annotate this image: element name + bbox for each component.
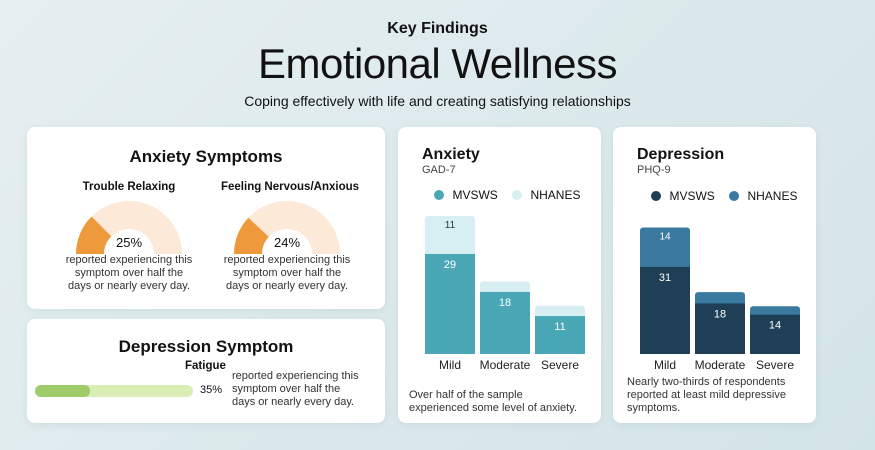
chart-note: Over half of the sample experienced some…	[409, 389, 577, 414]
legend-label: MVSWS	[669, 189, 715, 203]
gauge-trouble-relaxing	[76, 201, 182, 254]
bar-nhanes	[425, 216, 475, 258]
bar-value-label: 14	[659, 232, 671, 243]
symptom-label-fatigue: Fatigue	[185, 360, 226, 372]
depression-symptom-card: Depression Symptom Fatigue 35% reported …	[27, 319, 385, 423]
gauge-value-trouble-relaxing: 25%	[115, 235, 143, 250]
legend-item-nhanes: NHANES	[729, 187, 797, 205]
page-subtitle: Coping effectively with life and creatin…	[244, 93, 631, 109]
bar-mvsws	[640, 266, 690, 354]
symptom-label-feeling-nervous: Feeling Nervous/Anxious	[220, 181, 360, 193]
gauge-fill	[234, 217, 269, 254]
progress-fill	[35, 385, 91, 397]
chart-title: Depression	[637, 146, 725, 163]
bar-mvsws	[695, 303, 745, 354]
bar-nhanes	[640, 227, 690, 271]
kicker: Key Findings	[387, 20, 488, 37]
x-tick-label: Severe	[541, 358, 579, 372]
legend-dot	[729, 191, 739, 201]
symptom-label-trouble-relaxing: Trouble Relaxing	[82, 181, 176, 193]
chart-note: Nearly two-thirds of respondents reporte…	[627, 376, 786, 414]
legend-label: NHANES	[530, 188, 581, 202]
anxiety-bar-chart: 29 11 Mild 18 Moderate 11 Severe	[425, 216, 585, 372]
depression-symptom-title: Depression Symptom	[118, 337, 294, 356]
bar-mvsws	[750, 314, 800, 354]
bar-value-label: 18	[499, 297, 511, 309]
bar-mvsws	[535, 316, 585, 354]
bar-value-label: 31	[659, 272, 671, 284]
x-tick-label: Severe	[756, 358, 794, 372]
chart-subtitle: GAD-7	[422, 164, 456, 176]
anxiety-symptoms-title: Anxiety Symptoms	[129, 147, 283, 166]
legend-dot	[512, 190, 522, 200]
legend-item-mvsws: MVSWS	[434, 186, 498, 204]
symptom-desc: reported experiencing this symptom over …	[232, 370, 359, 408]
anxiety-symptoms-card: Anxiety Symptoms Trouble Relaxing 25% re…	[27, 127, 385, 309]
gauge-fill	[76, 216, 112, 254]
legend-label: MVSWS	[452, 188, 498, 202]
bar-value-label: 11	[554, 321, 565, 333]
chart-title: Anxiety	[422, 146, 480, 163]
gauge-feeling-nervous	[234, 201, 340, 254]
legend-dot	[651, 191, 661, 201]
progress-track	[35, 385, 193, 397]
legend-dot	[434, 190, 444, 200]
chart-subtitle: PHQ-9	[637, 164, 671, 176]
x-tick-label: Mild	[439, 358, 461, 372]
bar-value-label: 18	[714, 308, 726, 320]
bar-mvsws	[425, 253, 475, 354]
bar-mvsws	[480, 291, 530, 354]
symptom-desc: reported experiencing this symptom over …	[223, 254, 351, 292]
depression-bar-chart: 31 14 Mild 18 Moderate 14 Severe	[640, 227, 800, 372]
gauge-value-feeling-nervous: 24%	[273, 235, 301, 250]
legend-item-mvsws: MVSWS	[651, 187, 715, 205]
anxiety-chart-card: Anxiety GAD-7 MVSWS NHANES 29 11 Mild 18 Mod…	[398, 127, 601, 423]
bar-value-label: 29	[444, 259, 456, 271]
x-tick-label: Moderate	[695, 358, 746, 372]
x-tick-label: Mild	[654, 358, 676, 372]
page-title: Emotional Wellness	[257, 40, 618, 87]
progress-value: 35%	[200, 384, 223, 396]
legend-item-nhanes: NHANES	[512, 186, 580, 204]
depression-chart-card: Depression PHQ-9 MVSWS NHANES 31 14 Mild 18…	[613, 127, 816, 423]
symptom-desc: reported experiencing this symptom over …	[65, 254, 193, 292]
bar-value-label: 14	[769, 320, 781, 332]
legend-label: NHANES	[747, 189, 798, 203]
x-tick-label: Moderate	[480, 358, 531, 372]
bar-value-label: 11	[445, 220, 456, 231]
